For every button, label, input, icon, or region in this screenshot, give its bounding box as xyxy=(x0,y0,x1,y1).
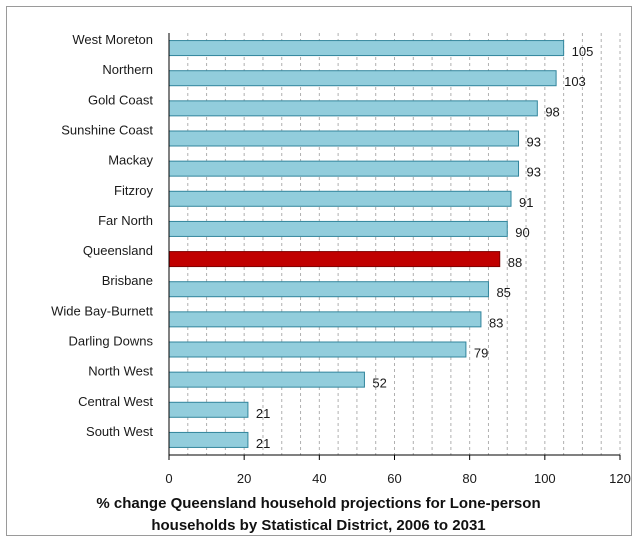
category-label: Fitzroy xyxy=(114,183,154,198)
category-label: Mackay xyxy=(108,153,153,168)
data-label: 90 xyxy=(515,225,529,240)
axes xyxy=(168,33,621,460)
x-tick-label: 80 xyxy=(462,471,476,486)
category-label: Queensland xyxy=(83,243,153,258)
category-label: Brisbane xyxy=(102,273,153,288)
data-label: 93 xyxy=(527,135,541,150)
category-label: Darling Downs xyxy=(68,334,153,349)
bar-south-west xyxy=(168,431,249,448)
x-tick-label: 40 xyxy=(312,471,326,486)
data-label: 91 xyxy=(519,195,533,210)
data-label: 98 xyxy=(545,104,559,119)
bar-queensland xyxy=(168,251,501,268)
bar-north-west xyxy=(168,371,365,388)
data-label: 83 xyxy=(489,315,503,330)
category-label: Northern xyxy=(102,62,153,77)
category-label: North West xyxy=(88,364,153,379)
x-axis-title: % change Queensland household projection… xyxy=(0,493,637,537)
bar-far-north xyxy=(168,220,508,237)
data-label: 79 xyxy=(474,346,488,361)
x-tick-label: 20 xyxy=(237,471,251,486)
data-label: 52 xyxy=(372,376,386,391)
bar-sunshine-coast xyxy=(168,130,520,147)
category-label: Central West xyxy=(78,394,153,409)
category-label: West Moreton xyxy=(72,32,153,47)
bar-gold-coast xyxy=(168,100,538,117)
category-label: Gold Coast xyxy=(88,92,153,107)
bar-wide-bay-burnett xyxy=(168,311,482,328)
data-label: 21 xyxy=(256,436,270,451)
category-label: Far North xyxy=(98,213,153,228)
category-label: South West xyxy=(86,424,153,439)
bar-darling-downs xyxy=(168,341,467,358)
bar-brisbane xyxy=(168,281,489,298)
data-label: 88 xyxy=(508,255,522,270)
bar-northern xyxy=(168,70,557,87)
bar-central-west xyxy=(168,401,249,418)
category-label: Wide Bay-Burnett xyxy=(51,303,153,318)
x-tick-label: 120 xyxy=(609,471,631,486)
data-label: 85 xyxy=(496,285,510,300)
data-label: 103 xyxy=(564,74,586,89)
x-axis-title-line2: households by Statistical District, 2006… xyxy=(151,517,486,534)
category-label: Sunshine Coast xyxy=(61,123,153,138)
data-label: 93 xyxy=(527,165,541,180)
bar-west-moreton xyxy=(168,40,565,57)
bars xyxy=(168,40,565,448)
labels: West Moreton 105 Northern 103 Gold Coast 98 Su… xyxy=(51,32,631,486)
x-axis-title-line1: % change Queensland household projection… xyxy=(96,495,541,512)
x-tick-label: 100 xyxy=(534,471,556,486)
bar-fitzroy xyxy=(168,190,512,207)
x-tick-label: 0 xyxy=(165,471,172,486)
bar-mackay xyxy=(168,160,520,177)
data-label: 105 xyxy=(572,44,594,59)
grid-lines xyxy=(187,33,621,455)
x-tick-label: 60 xyxy=(387,471,401,486)
data-label: 21 xyxy=(256,406,270,421)
